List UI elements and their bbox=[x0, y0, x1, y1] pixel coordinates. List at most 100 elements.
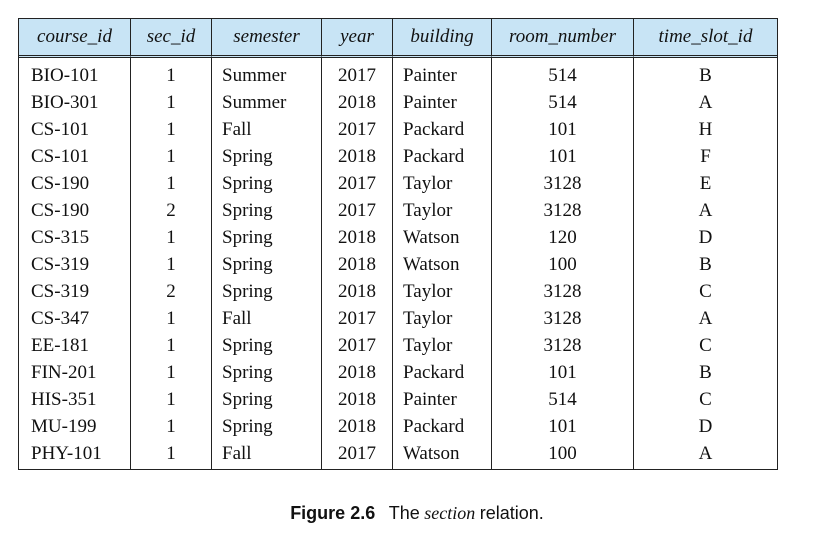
cell-course-id: CS-190 bbox=[31, 172, 90, 194]
cell-year: 2018 bbox=[321, 251, 392, 278]
cell-course-id: FIN-201 bbox=[31, 361, 97, 383]
cell-sec-id: 1 bbox=[130, 251, 211, 278]
cell-semester: Spring bbox=[211, 170, 321, 197]
cell-building: Taylor bbox=[392, 170, 491, 197]
cell-semester: Fall bbox=[211, 116, 321, 143]
cell-room-number: 101 bbox=[491, 116, 633, 143]
cell-time-slot-id: B bbox=[633, 251, 777, 278]
cell-time-slot-id: B bbox=[633, 58, 777, 89]
cell-year: 2018 bbox=[321, 224, 392, 251]
cell-time-slot-id: C bbox=[633, 386, 777, 413]
cell-course-id: CS-347 bbox=[31, 307, 90, 329]
cell-year: 2018 bbox=[321, 143, 392, 170]
cell-semester: Spring bbox=[211, 251, 321, 278]
cell-building: Taylor bbox=[392, 197, 491, 224]
cell-year: 2018 bbox=[321, 278, 392, 305]
cell-course-id: PHY-101 bbox=[31, 442, 102, 464]
cell-time-slot-id: F bbox=[633, 143, 777, 170]
cell-course-id: CS-101 bbox=[31, 145, 90, 167]
cell-building: Painter bbox=[392, 89, 491, 116]
cell-time-slot-id: H bbox=[633, 116, 777, 143]
cell-year: 2017 bbox=[321, 116, 392, 143]
cell-sec-id: 2 bbox=[130, 197, 211, 224]
cell-building: Watson bbox=[392, 251, 491, 278]
cell-semester: Spring bbox=[211, 413, 321, 440]
cell-sec-id: 1 bbox=[130, 386, 211, 413]
table-row: CS-190 1 Spring 2017 Taylor 3128 E bbox=[19, 170, 777, 197]
cell-building: Packard bbox=[392, 116, 491, 143]
cell-course-id: CS-101 bbox=[31, 118, 90, 140]
cell-semester: Summer bbox=[211, 58, 321, 89]
cell-course-id: MU-199 bbox=[31, 415, 97, 437]
cell-course-id: BIO-101 bbox=[31, 64, 99, 86]
cell-room-number: 3128 bbox=[491, 170, 633, 197]
cell-year: 2018 bbox=[321, 359, 392, 386]
cell-time-slot-id: C bbox=[633, 332, 777, 359]
column-header-building: building bbox=[392, 19, 491, 58]
cell-time-slot-id: A bbox=[633, 305, 777, 332]
cell-room-number: 100 bbox=[491, 251, 633, 278]
cell-room-number: 3128 bbox=[491, 278, 633, 305]
cell-course-id: CS-315 bbox=[31, 226, 90, 248]
cell-year: 2017 bbox=[321, 58, 392, 89]
cell-year: 2017 bbox=[321, 197, 392, 224]
table-row: CS-190 2 Spring 2017 Taylor 3128 A bbox=[19, 197, 777, 224]
cell-building: Watson bbox=[392, 440, 491, 469]
figure-caption: Figure 2.6 The section relation. bbox=[0, 503, 834, 524]
table-body: BIO-101 1 Summer 2017 Painter 514 B BIO-301 1 Sum… bbox=[19, 58, 777, 469]
cell-year: 2018 bbox=[321, 413, 392, 440]
cell-time-slot-id: B bbox=[633, 359, 777, 386]
cell-course-id: BIO-301 bbox=[31, 91, 99, 113]
cell-semester: Spring bbox=[211, 359, 321, 386]
cell-semester: Spring bbox=[211, 143, 321, 170]
table-row: BIO-101 1 Summer 2017 Painter 514 B bbox=[19, 58, 777, 89]
column-header-semester: semester bbox=[211, 19, 321, 58]
cell-sec-id: 1 bbox=[130, 413, 211, 440]
cell-semester: Spring bbox=[211, 278, 321, 305]
column-header-year: year bbox=[321, 19, 392, 58]
cell-building: Taylor bbox=[392, 278, 491, 305]
section-relation-table: course_id sec_id semester year building room_… bbox=[18, 18, 778, 470]
cell-semester: Spring bbox=[211, 224, 321, 251]
cell-sec-id: 1 bbox=[130, 170, 211, 197]
cell-sec-id: 1 bbox=[130, 89, 211, 116]
cell-building: Painter bbox=[392, 386, 491, 413]
table-row: CS-101 1 Fall 2017 Packard 101 H bbox=[19, 116, 777, 143]
cell-sec-id: 1 bbox=[130, 224, 211, 251]
table-row: MU-199 1 Spring 2018 Packard 101 D bbox=[19, 413, 777, 440]
cell-time-slot-id: D bbox=[633, 413, 777, 440]
cell-semester: Spring bbox=[211, 386, 321, 413]
cell-sec-id: 1 bbox=[130, 359, 211, 386]
cell-semester: Spring bbox=[211, 332, 321, 359]
cell-building: Painter bbox=[392, 58, 491, 89]
cell-sec-id: 1 bbox=[130, 332, 211, 359]
caption-italic-word: section bbox=[424, 503, 476, 523]
cell-semester: Fall bbox=[211, 440, 321, 469]
cell-room-number: 101 bbox=[491, 143, 633, 170]
cell-semester: Summer bbox=[211, 89, 321, 116]
cell-building: Watson bbox=[392, 224, 491, 251]
table-row: HIS-351 1 Spring 2018 Painter 514 C bbox=[19, 386, 777, 413]
table-row: CS-347 1 Fall 2017 Taylor 3128 A bbox=[19, 305, 777, 332]
cell-building: Taylor bbox=[392, 305, 491, 332]
cell-year: 2017 bbox=[321, 332, 392, 359]
cell-room-number: 514 bbox=[491, 89, 633, 116]
cell-building: Packard bbox=[392, 359, 491, 386]
table-row: CS-101 1 Spring 2018 Packard 101 F bbox=[19, 143, 777, 170]
cell-year: 2018 bbox=[321, 386, 392, 413]
cell-building: Taylor bbox=[392, 332, 491, 359]
table-row: PHY-101 1 Fall 2017 Watson 100 A bbox=[19, 440, 777, 469]
cell-time-slot-id: A bbox=[633, 440, 777, 469]
cell-sec-id: 1 bbox=[130, 143, 211, 170]
cell-time-slot-id: C bbox=[633, 278, 777, 305]
cell-room-number: 3128 bbox=[491, 305, 633, 332]
table-row: BIO-301 1 Summer 2018 Painter 514 A bbox=[19, 89, 777, 116]
caption-text-after: relation. bbox=[479, 503, 544, 523]
table-row: CS-315 1 Spring 2018 Watson 120 D bbox=[19, 224, 777, 251]
cell-semester: Fall bbox=[211, 305, 321, 332]
cell-sec-id: 1 bbox=[130, 58, 211, 89]
cell-time-slot-id: A bbox=[633, 89, 777, 116]
cell-year: 2018 bbox=[321, 89, 392, 116]
figure-label: Figure 2.6 bbox=[290, 503, 376, 523]
cell-building: Packard bbox=[392, 143, 491, 170]
